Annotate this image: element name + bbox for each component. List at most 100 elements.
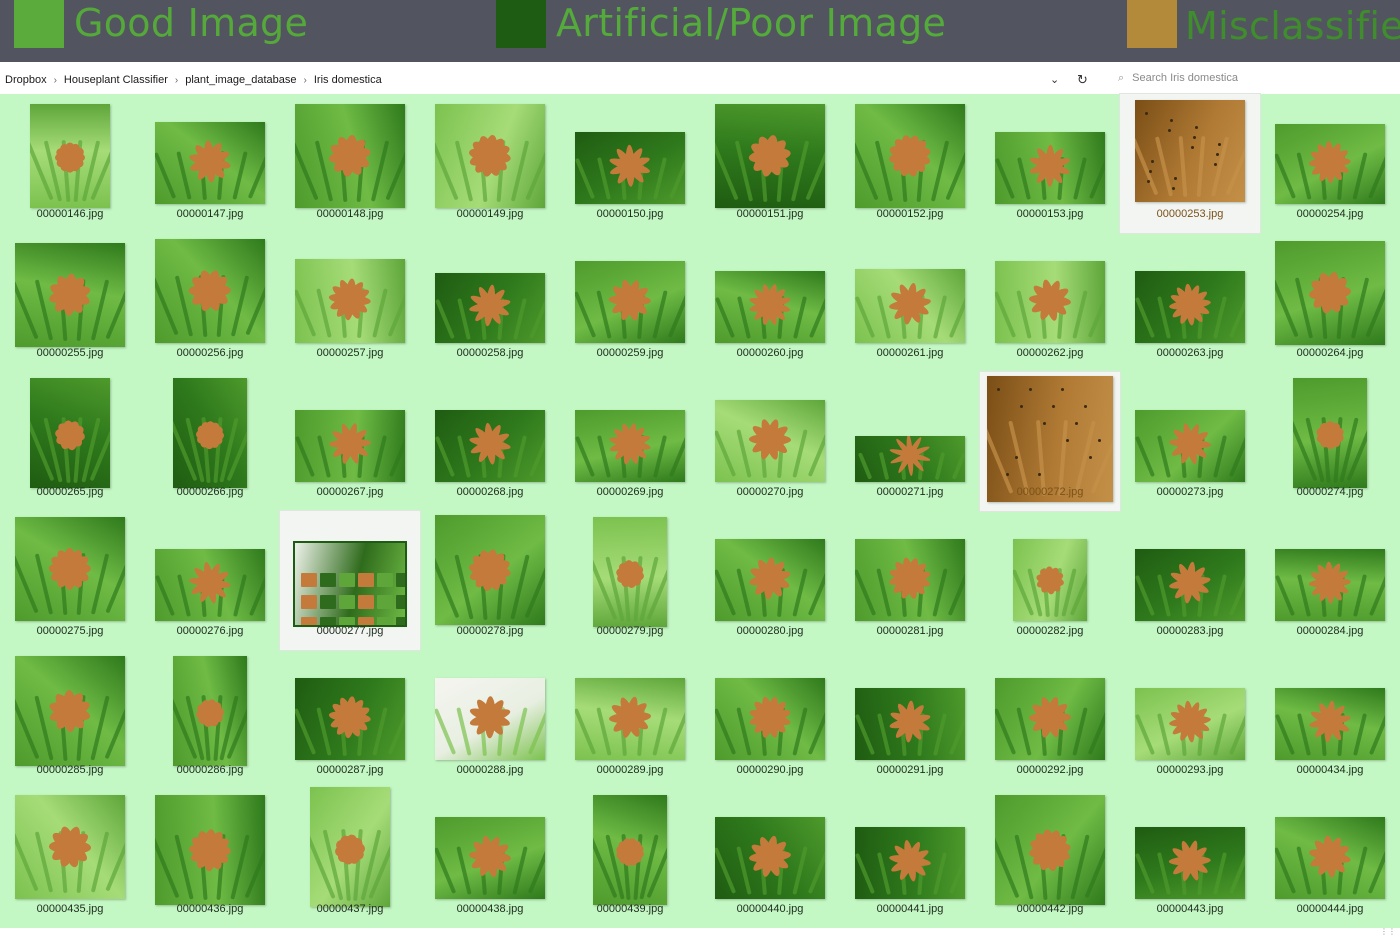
file-tile[interactable]: 00000255.jpg (0, 233, 140, 372)
leaf-stroke (736, 845, 752, 895)
file-tile[interactable]: 00000283.jpg (1120, 511, 1260, 650)
speckle (1084, 405, 1087, 408)
file-tile[interactable]: 00000286.jpg (140, 650, 280, 789)
file-tile[interactable]: 00000288.jpg (420, 650, 560, 789)
file-tile[interactable]: 00000280.jpg (700, 511, 840, 650)
file-tile[interactable]: 00000437.jpg (280, 787, 420, 928)
file-tile[interactable]: 00000265.jpg (0, 372, 140, 511)
file-tile[interactable]: 00000435.jpg (0, 789, 140, 928)
breadcrumb-plant-image-database[interactable]: plant_image_database (185, 74, 297, 86)
leaf-stroke (596, 435, 611, 479)
file-tile[interactable]: 00000278.jpg (420, 511, 560, 650)
file-tile[interactable]: 00000284.jpg (1260, 511, 1400, 650)
thumbnail-image (155, 549, 265, 621)
file-tile[interactable]: 00000264.jpg (1260, 233, 1400, 372)
leaf-stroke (456, 297, 471, 340)
file-tile[interactable]: 00000148.jpg (280, 94, 420, 233)
file-tile[interactable]: 00000266.jpg (140, 372, 280, 511)
file-tile[interactable]: 00000436.jpg (140, 789, 280, 928)
file-tile[interactable]: 00000267.jpg (280, 372, 420, 511)
file-tile[interactable]: 00000281.jpg (840, 511, 980, 650)
file-tile[interactable]: 00000290.jpg (700, 650, 840, 789)
file-tile[interactable]: 00000270.jpg (700, 372, 840, 511)
refresh-icon[interactable]: ↻ (1077, 72, 1088, 87)
file-tile[interactable]: 00000258.jpg (420, 233, 560, 372)
search-icon: ⌕ (1118, 72, 1125, 84)
file-tile[interactable]: 00000268.jpg (420, 372, 560, 511)
file-tile[interactable]: 00000261.jpg (840, 233, 980, 372)
file-tile[interactable]: 00000440.jpg (700, 789, 840, 928)
file-tile[interactable]: 00000153.jpg (980, 94, 1120, 233)
leaf-stroke (233, 574, 248, 618)
leaf-stroke (652, 706, 668, 756)
leaf-stroke (1228, 436, 1245, 478)
file-tile[interactable]: 00000257.jpg (280, 233, 420, 372)
leaf-stroke (105, 280, 125, 341)
file-name: 00000253.jpg (1156, 208, 1224, 220)
breadcrumb-iris-domestica[interactable]: Iris domestica (313, 74, 382, 86)
search-input[interactable]: ⌕ Search Iris domestica (1118, 72, 1238, 85)
leaf-stroke (653, 435, 668, 479)
file-tile[interactable]: 00000149.jpg (420, 94, 560, 233)
file-tile[interactable]: 00000293.jpg (1120, 650, 1260, 789)
file-tile[interactable]: 00000434.jpg (1260, 650, 1400, 789)
file-name: 00000147.jpg (176, 208, 244, 220)
collage-cell (377, 617, 393, 625)
file-tile[interactable]: 00000263.jpg (1120, 233, 1260, 372)
file-tile[interactable]: 00000438.jpg (420, 789, 560, 928)
file-tile[interactable]: 00000443.jpg (1120, 789, 1260, 928)
chevron-down-icon[interactable]: ⌄ (1050, 74, 1060, 86)
leaf-stroke (1135, 137, 1159, 196)
file-tile[interactable]: 00000274.jpg (1260, 372, 1400, 511)
leaf-stroke (15, 554, 39, 615)
file-tile[interactable]: 00000441.jpg (840, 789, 980, 928)
file-tile[interactable]: 00000291.jpg (840, 650, 980, 789)
file-tile[interactable]: 00000273.jpg (1120, 372, 1260, 511)
file-tile[interactable]: 00000277.jpg (279, 510, 421, 651)
leaf-stroke (1213, 574, 1228, 618)
leaf-stroke (1275, 153, 1297, 199)
file-tile[interactable]: 00000287.jpg (280, 650, 420, 789)
resize-grip-icon[interactable]: ⋮⋮ (1380, 927, 1396, 936)
file-tile[interactable]: 00000285.jpg (0, 650, 140, 789)
file-name: 00000441.jpg (876, 903, 944, 915)
file-tile[interactable]: 00000439.jpg (560, 789, 700, 928)
file-tile[interactable]: 00000444.jpg (1260, 789, 1400, 928)
file-tile[interactable]: 00000269.jpg (560, 372, 700, 511)
file-tile[interactable]: 00000151.jpg (700, 94, 840, 233)
collage-cell (396, 595, 405, 609)
file-name: 00000267.jpg (316, 486, 384, 498)
file-name: 00000149.jpg (456, 208, 524, 220)
breadcrumb-dropbox[interactable]: Dropbox (5, 74, 47, 86)
file-tile[interactable]: 00000254.jpg (1260, 94, 1400, 233)
file-tile[interactable]: 00000279.jpg (560, 511, 700, 650)
file-tile[interactable]: 00000260.jpg (700, 233, 840, 372)
leaf-stroke (512, 845, 528, 895)
file-tile[interactable]: 00000262.jpg (980, 233, 1120, 372)
file-tile[interactable]: 00000292.jpg (980, 650, 1120, 789)
thumbnail-image (715, 678, 825, 760)
file-tile[interactable]: 00000150.jpg (560, 94, 700, 233)
file-tile[interactable]: 00000147.jpg (140, 94, 280, 233)
file-tile[interactable]: 00000146.jpg (0, 94, 140, 233)
breadcrumb-houseplant-classifier[interactable]: Houseplant Classifier (63, 74, 168, 86)
leaf-stroke (513, 297, 528, 340)
file-tile[interactable]: 00000276.jpg (140, 511, 280, 650)
file-tile[interactable]: 00000272.jpg (979, 371, 1121, 512)
file-tile[interactable]: 00000442.jpg (980, 789, 1120, 928)
leaf-stroke (575, 290, 597, 338)
leaf-stroke (1352, 845, 1368, 895)
file-tile[interactable]: 00000253.jpg (1119, 93, 1261, 234)
file-tile[interactable]: 00000271.jpg (840, 372, 980, 511)
thumbnail-image (295, 259, 405, 343)
file-tile[interactable]: 00000256.jpg (140, 233, 280, 372)
file-tile[interactable]: 00000259.jpg (560, 233, 700, 372)
file-tile[interactable]: 00000152.jpg (840, 94, 980, 233)
file-tile[interactable]: 00000289.jpg (560, 650, 700, 789)
leaf-stroke (1228, 297, 1245, 339)
leaf-stroke (1365, 278, 1385, 339)
file-tile[interactable]: 00000282.jpg (980, 511, 1120, 650)
thumbnail-image (715, 400, 825, 482)
file-tile[interactable]: 00000275.jpg (0, 511, 140, 650)
thumbnail-image (855, 539, 965, 621)
